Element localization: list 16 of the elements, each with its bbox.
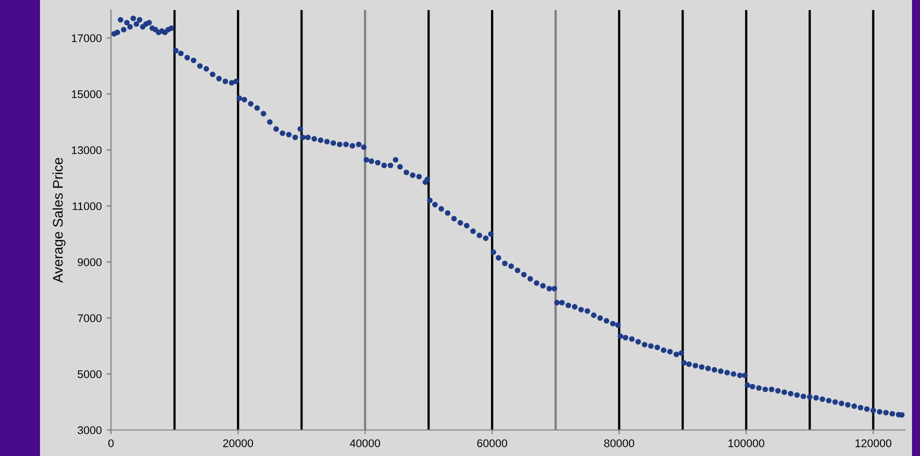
y-tick-label: 17000 [72, 34, 102, 42]
y-tick-label: 11000 [72, 202, 102, 210]
x-tick-label: 20000 [223, 439, 254, 448]
x-tick-label: 40000 [350, 439, 380, 448]
y-tick-label: 9000 [78, 258, 102, 266]
x-tick-label: 100000 [728, 439, 764, 448]
x-tick-label: 80000 [604, 439, 634, 448]
y-tick-label: 7000 [78, 314, 102, 322]
y-tick-label: 5000 [78, 370, 102, 378]
y-tick-label: 3000 [78, 426, 102, 434]
y-tick-label: 15000 [72, 90, 102, 98]
x-tick-label: 60000 [477, 439, 508, 448]
x-tick-label: 120000 [856, 439, 892, 448]
x-tick-label: 0 [108, 439, 114, 448]
y-axis-title: Average Sales Price [52, 158, 66, 283]
y-tick-label: 13000 [72, 146, 102, 154]
